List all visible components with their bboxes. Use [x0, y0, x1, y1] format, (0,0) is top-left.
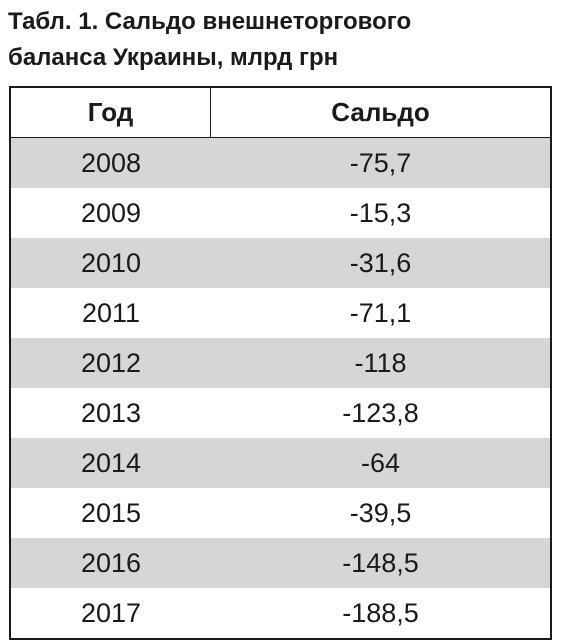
year-cell: 2010 [80, 247, 142, 278]
table-row: 2017 -188,5 [11, 588, 550, 638]
year-cell: 2014 [80, 447, 142, 478]
balance-cell: -71,1 [349, 297, 412, 328]
table-row: 2010 -31,6 [11, 238, 550, 288]
caption-line-1: Табл. 1. Сальдо внешнеторгового [8, 8, 412, 35]
table-row: 2016 -148,5 [11, 538, 550, 588]
trade-balance-table: Год Сальдо 2008 -75,7 2009 -15,3 2010 -3… [9, 86, 552, 640]
year-cell: 2016 [80, 547, 142, 578]
year-cell: 2013 [80, 397, 142, 428]
balance-cell: -31,6 [349, 247, 412, 278]
table-row: 2008 -75,7 [11, 138, 550, 188]
table-row: 2011 -71,1 [11, 288, 550, 338]
table-row: 2012 -118 [11, 338, 550, 388]
balance-cell: -15,3 [349, 197, 412, 228]
table-row: 2013 -123,8 [11, 388, 550, 438]
year-cell: 2008 [80, 147, 142, 178]
balance-cell: -75,7 [349, 147, 412, 178]
year-cell: 2011 [81, 297, 141, 328]
balance-cell: -64 [360, 447, 401, 478]
table-row: 2015 -39,5 [11, 488, 550, 538]
table-row: 2014 -64 [11, 438, 550, 488]
balance-cell: -188,5 [342, 597, 419, 628]
header-year: Год [11, 88, 211, 137]
balance-cell: -39,5 [349, 497, 412, 528]
balance-cell: -123,8 [342, 397, 419, 428]
year-cell: 2015 [80, 497, 142, 528]
year-cell: 2009 [80, 197, 142, 228]
year-cell: 2012 [80, 347, 142, 378]
balance-cell: -118 [354, 347, 407, 378]
year-cell: 2017 [80, 597, 142, 628]
table-row: 2009 -15,3 [11, 188, 550, 238]
table-header-row: Год Сальдо [11, 88, 550, 138]
table-caption: Табл. 1. Сальдо внешнеторгового баланса … [8, 4, 558, 76]
balance-cell: -148,5 [342, 547, 419, 578]
caption-line-2: баланса Украины, млрд грн [8, 44, 339, 71]
header-balance: Сальдо [331, 97, 430, 127]
